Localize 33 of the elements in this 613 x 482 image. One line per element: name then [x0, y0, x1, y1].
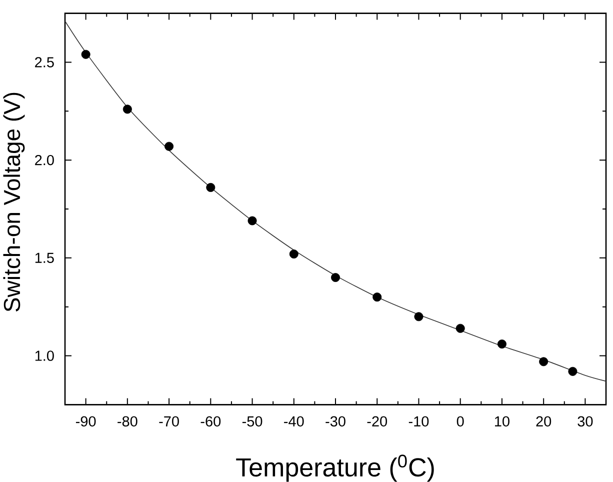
x-tick-label: -50	[242, 416, 262, 426]
x-axis-title: Temperature ($^{0}$C)	[236, 454, 434, 482]
point	[164, 142, 174, 151]
line-series	[65, 20, 606, 382]
y-tick-label: 1.0	[35, 350, 54, 361]
point	[456, 324, 465, 333]
point	[81, 50, 90, 59]
x-tick-label: -20	[367, 416, 388, 426]
point	[331, 272, 340, 282]
point	[206, 182, 216, 192]
x-tick-label: -60	[200, 416, 221, 426]
x-tick-label: -70	[159, 416, 179, 426]
y-axis-title: Switch-on Voltage (V)	[3, 92, 25, 312]
x-tick-label: 20	[536, 416, 552, 426]
point	[248, 216, 257, 226]
x-tick-label: 10	[495, 416, 510, 426]
x-tick-label: 0	[456, 416, 464, 426]
point	[497, 340, 506, 349]
x-tick-label: -80	[118, 416, 138, 426]
point	[289, 250, 298, 259]
y-tick-label: 2.0	[35, 154, 54, 166]
y-tick-label: 2.5	[35, 57, 54, 68]
point	[414, 312, 424, 322]
point	[122, 104, 132, 114]
y-tick-label: 1.5	[35, 252, 54, 263]
x-tick-label: -30	[326, 416, 346, 426]
x-tick-label: -90	[76, 416, 96, 426]
x-tick-label: -10	[408, 416, 429, 426]
point	[539, 357, 548, 366]
point	[568, 366, 578, 376]
x-tick-label: 30	[578, 416, 593, 426]
point	[372, 292, 382, 302]
x-tick-label: -40	[284, 416, 304, 426]
